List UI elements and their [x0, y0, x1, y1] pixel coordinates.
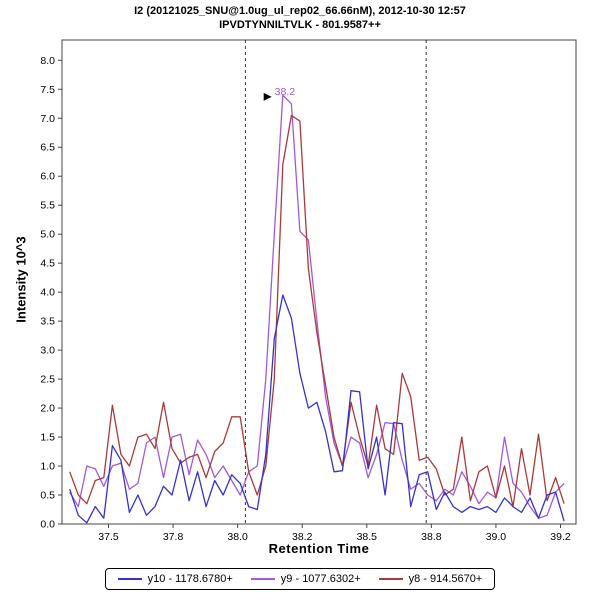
- x-axis-label: Retention Time: [268, 541, 370, 556]
- y-tick-label: 2.0: [40, 403, 55, 415]
- legend-entry-y10: y10 - 1178.6780+: [117, 573, 233, 585]
- y-tick-label: 4.5: [40, 258, 55, 270]
- y-tick-label: 7.5: [40, 84, 55, 96]
- legend-entry-y9: y9 - 1077.6302+: [250, 573, 361, 585]
- y-tick-label: 5.5: [40, 200, 55, 212]
- y-tick-label: 8.0: [40, 55, 55, 67]
- legend-entry-y8: y8 - 914.5670+: [378, 573, 483, 585]
- y-tick-label: 1.0: [40, 461, 55, 473]
- legend-line-sample-y8: [378, 578, 403, 580]
- y-tick-label: 6.5: [40, 142, 55, 154]
- x-tick-label: 38.5: [357, 531, 378, 543]
- y-tick-label: 0.5: [40, 490, 55, 502]
- series-line-y8: [69, 114, 565, 508]
- y-tick-label: 0.0: [40, 519, 55, 531]
- y-tick-label: 3.5: [40, 316, 55, 328]
- legend-label-y9: y9 - 1077.6302+: [280, 573, 361, 585]
- legend-line-sample-y9: [250, 578, 275, 580]
- x-tick-label: 38.2: [292, 531, 313, 543]
- x-tick-label: 37.8: [163, 531, 184, 543]
- legend-line-sample-y10: [117, 578, 142, 580]
- y-tick-label: 1.5: [40, 432, 55, 444]
- chart-title: I2 (20121025_SNU@1.0ug_ul_rep02_66.66nM)…: [134, 5, 466, 17]
- y-tick-label: 7.0: [40, 113, 55, 125]
- y-tick-label: 4.0: [40, 287, 55, 299]
- y-axis-label: Intensity 10^3: [13, 236, 29, 323]
- x-tick-label: 38.8: [421, 531, 442, 543]
- legend: y10 - 1178.6780+ y9 - 1077.6302+ y8 - 91…: [104, 568, 496, 590]
- peak-rt-annotation: 38.2: [275, 86, 296, 98]
- x-tick-label: 37.5: [98, 531, 119, 543]
- legend-label-y8: y8 - 914.5670+: [408, 573, 483, 585]
- x-tick-label: 39.0: [486, 531, 507, 543]
- x-tick-label: 39.2: [550, 531, 571, 543]
- legend-label-y10: y10 - 1178.6780+: [147, 573, 233, 585]
- series-line-y9: [69, 94, 565, 519]
- x-tick-label: 38.0: [227, 531, 248, 543]
- y-tick-label: 2.5: [40, 374, 55, 386]
- plot-frame: [61, 39, 577, 525]
- y-tick-label: 3.0: [40, 345, 55, 357]
- series-line-y10: [69, 294, 565, 524]
- peptide-subtitle: IPVDTYNNILTVLK - 801.9587++: [219, 19, 381, 31]
- peak-apex-marker-icon: [263, 92, 272, 101]
- y-tick-label: 5.0: [40, 229, 55, 241]
- y-tick-label: 6.0: [40, 171, 55, 183]
